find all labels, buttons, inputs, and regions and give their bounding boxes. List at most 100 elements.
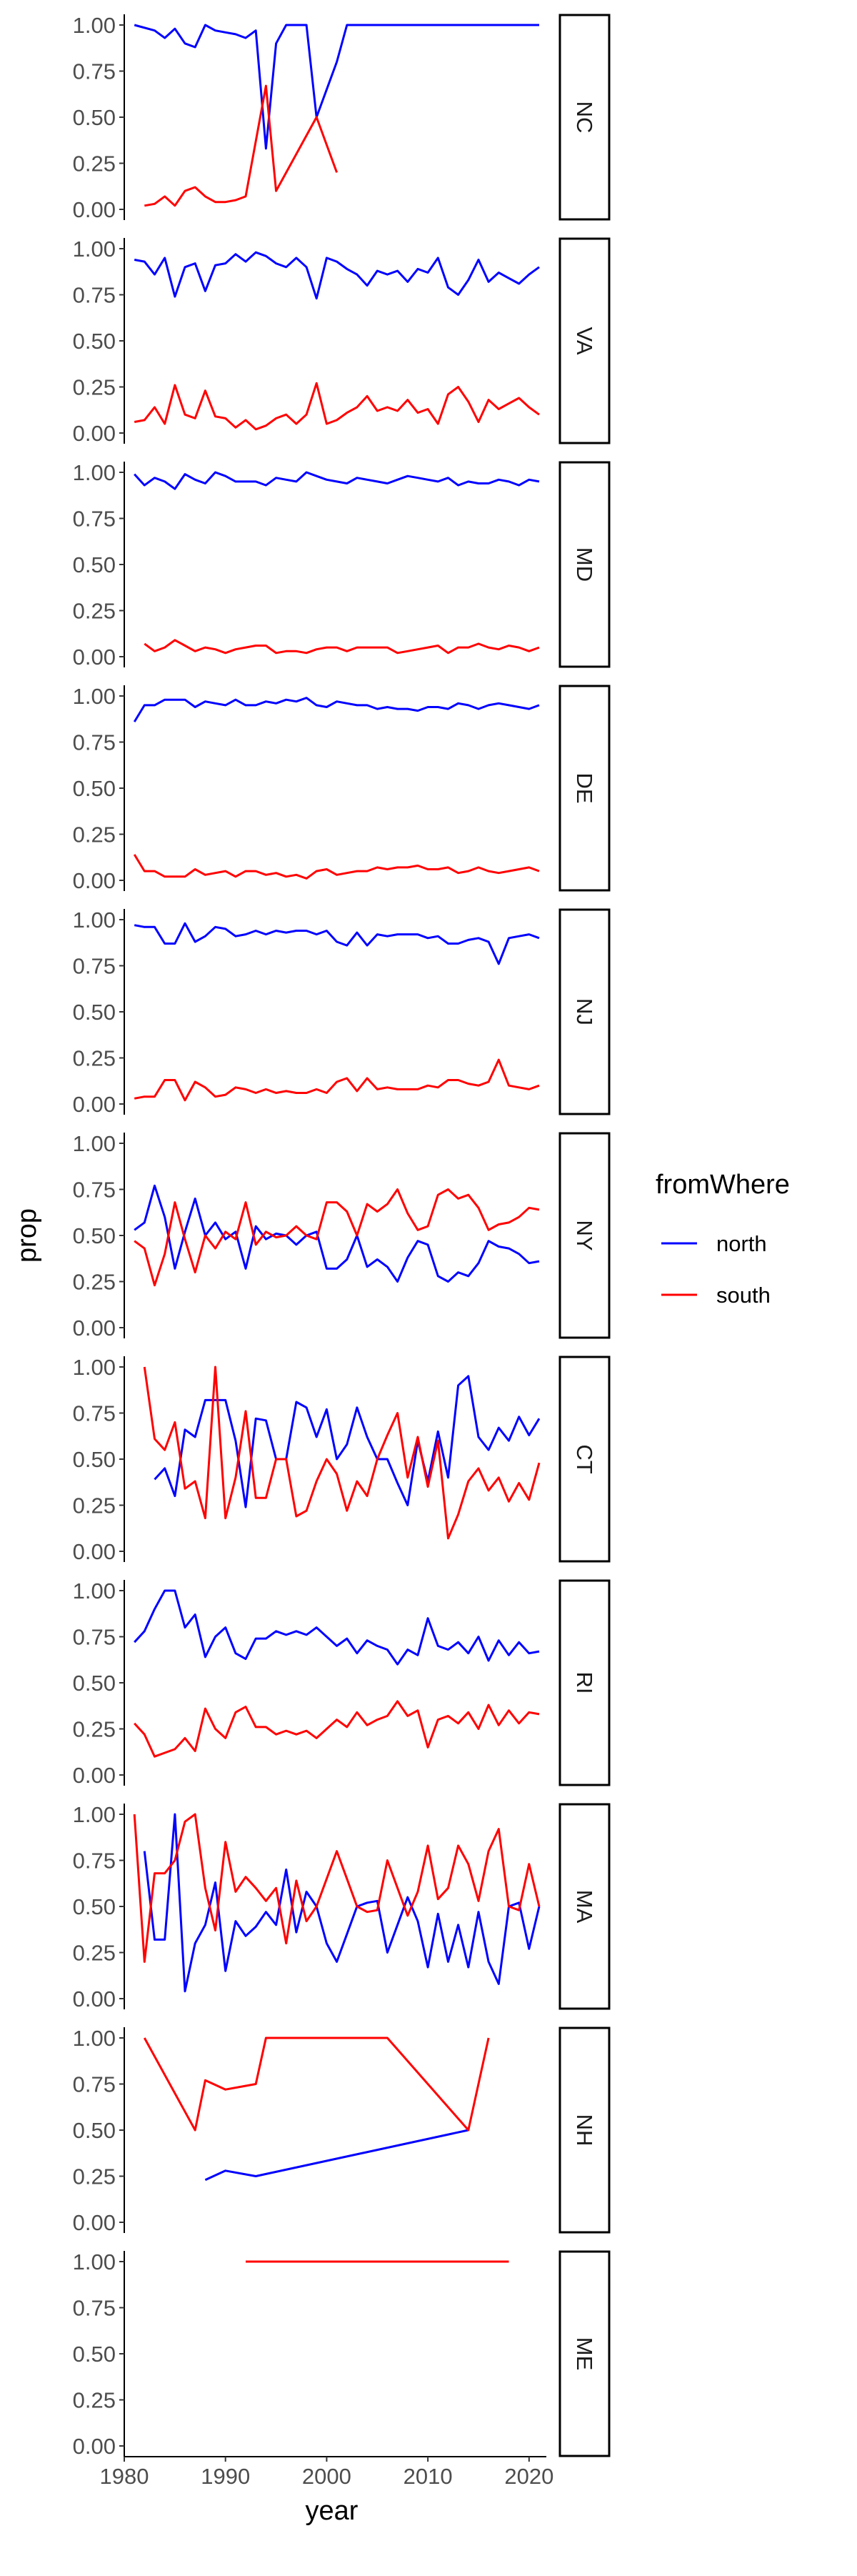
series-line-south bbox=[134, 1058, 540, 1102]
y-tick-label: 1.00 bbox=[73, 1131, 116, 1156]
facet-strip bbox=[558, 2027, 611, 2234]
y-tick-label: 0.25 bbox=[73, 599, 116, 624]
facet-panels: 0.00 0.25 0.50 0.75 1.00 NC 0.00 0.25 0.50 0.75 1.… bbox=[73, 13, 611, 2459]
y-tick-label: 0.25 bbox=[73, 151, 116, 176]
y-tick-label: 0.75 bbox=[73, 507, 116, 532]
x-axis: 1980 1990 2000 2010 2020 bbox=[100, 2456, 553, 2489]
x-tick-label: 2000 bbox=[302, 2464, 351, 2489]
legend-title: fromWhere bbox=[656, 1170, 790, 1200]
y-tick-label: 0.75 bbox=[73, 954, 116, 979]
facet-strip bbox=[558, 685, 611, 892]
legend-label: north bbox=[716, 1231, 767, 1256]
facet-strip-label: VA bbox=[572, 327, 597, 354]
series-line-south bbox=[143, 2037, 490, 2132]
y-tick-label: 0.50 bbox=[73, 1223, 116, 1248]
y-tick-label: 1.00 bbox=[73, 2026, 116, 2051]
y-tick-label: 0.50 bbox=[73, 1000, 116, 1025]
series-line-north bbox=[134, 1184, 540, 1283]
facet-panel-ri: 0.00 0.25 0.50 0.75 1.00 RI bbox=[73, 1578, 611, 1788]
y-tick-label: 0.00 bbox=[73, 1763, 116, 1788]
y-tick-label: 0.75 bbox=[73, 1849, 116, 1874]
y-tick-label: 0.75 bbox=[73, 1178, 116, 1203]
facet-panel-ny: 0.00 0.25 0.50 0.75 1.00 NY bbox=[73, 1131, 611, 1341]
facet-panel-de: 0.00 0.25 0.50 0.75 1.00 DE bbox=[73, 684, 611, 893]
series-line-south bbox=[133, 854, 540, 880]
x-tick-label: 2010 bbox=[404, 2464, 453, 2489]
facet-panel-nj: 0.00 0.25 0.50 0.75 1.00 NJ bbox=[73, 907, 611, 1117]
y-tick-label: 1.00 bbox=[73, 907, 116, 933]
facet-strip-label: NH bbox=[572, 2114, 597, 2147]
y-tick-label: 1.00 bbox=[73, 237, 116, 262]
y-tick-label: 0.50 bbox=[73, 1894, 116, 1919]
facet-panel-nh: 0.00 0.25 0.50 0.75 1.00 NH bbox=[73, 2026, 611, 2235]
facet-strip bbox=[558, 1579, 611, 1786]
facet-strip bbox=[558, 237, 611, 444]
series-line-north bbox=[134, 251, 540, 300]
y-tick-label: 0.75 bbox=[73, 2296, 116, 2321]
facet-strip bbox=[558, 908, 611, 1115]
y-tick-label: 0.25 bbox=[73, 1270, 116, 1295]
y-tick-label: 0.75 bbox=[73, 1401, 116, 1426]
y-tick-label: 0.00 bbox=[73, 1986, 116, 2011]
facet-strip-label: MA bbox=[572, 1890, 597, 1924]
legend-key-north: north bbox=[661, 1231, 767, 1256]
series-line-south bbox=[134, 1700, 540, 1758]
series-line-north bbox=[143, 1813, 541, 1993]
y-tick-label: 1.00 bbox=[73, 460, 116, 485]
y-tick-label: 0.50 bbox=[73, 2118, 116, 2143]
y-tick-label: 0.50 bbox=[73, 2342, 116, 2367]
facet-strip-label: ME bbox=[572, 2337, 597, 2371]
series-line-north bbox=[134, 471, 540, 490]
series-line-north bbox=[134, 1589, 540, 1666]
facet-strip bbox=[558, 1132, 611, 1339]
y-tick-label: 0.75 bbox=[73, 1625, 116, 1650]
series-line-south bbox=[144, 639, 540, 655]
y-tick-label: 0.00 bbox=[73, 645, 116, 670]
series-line-south bbox=[134, 382, 540, 431]
y-tick-label: 1.00 bbox=[73, 1802, 116, 1827]
series-line-south bbox=[133, 1813, 541, 1963]
facet-strip bbox=[558, 1803, 611, 2010]
y-tick-label: 0.25 bbox=[73, 1046, 116, 1071]
y-tick-label: 0.25 bbox=[73, 375, 116, 400]
facet-strip bbox=[558, 2250, 611, 2457]
facet-panel-ct: 0.00 0.25 0.50 0.75 1.00 CT bbox=[73, 1355, 611, 1564]
y-tick-label: 0.00 bbox=[73, 1092, 116, 1117]
facet-strip bbox=[558, 14, 611, 221]
series-line-south bbox=[143, 1366, 541, 1540]
legend-key-south: south bbox=[661, 1283, 771, 1308]
legend: fromWhere north south bbox=[656, 1170, 790, 1308]
y-tick-label: 0.50 bbox=[73, 776, 116, 801]
y-tick-label: 0.00 bbox=[73, 2434, 116, 2459]
y-tick-label: 0.75 bbox=[73, 2072, 116, 2097]
series-line-north bbox=[154, 1375, 541, 1508]
legend-label: south bbox=[716, 1283, 771, 1308]
facet-strip-label: DE bbox=[572, 772, 597, 803]
x-tick-label: 1990 bbox=[201, 2464, 250, 2489]
y-tick-label: 0.75 bbox=[73, 59, 116, 84]
facet-panel-va: 0.00 0.25 0.50 0.75 1.00 VA bbox=[73, 237, 611, 446]
y-tick-label: 0.25 bbox=[73, 1941, 116, 1966]
y-tick-label: 0.00 bbox=[73, 197, 116, 222]
facet-strip-label: CT bbox=[572, 1444, 597, 1473]
y-tick-label: 0.25 bbox=[73, 1717, 116, 1742]
y-tick-label: 1.00 bbox=[73, 1578, 116, 1603]
y-tick-label: 0.00 bbox=[73, 1316, 116, 1341]
y-tick-label: 1.00 bbox=[73, 13, 116, 38]
facet-strip bbox=[558, 1356, 611, 1563]
facet-strip bbox=[558, 461, 611, 668]
facet-strip-label: NJ bbox=[572, 998, 597, 1025]
y-tick-label: 0.25 bbox=[73, 1493, 116, 1518]
y-tick-label: 1.00 bbox=[73, 684, 116, 709]
series-line-north bbox=[134, 24, 539, 150]
facet-strip-label: NY bbox=[572, 1220, 597, 1250]
series-line-south bbox=[134, 1188, 540, 1287]
y-tick-label: 0.25 bbox=[73, 2164, 116, 2189]
y-tick-label: 0.25 bbox=[73, 822, 116, 847]
y-tick-label: 0.50 bbox=[73, 1447, 116, 1472]
series-line-north bbox=[133, 697, 540, 722]
y-tick-label: 0.00 bbox=[73, 421, 116, 446]
y-tick-label: 0.00 bbox=[73, 1539, 116, 1564]
